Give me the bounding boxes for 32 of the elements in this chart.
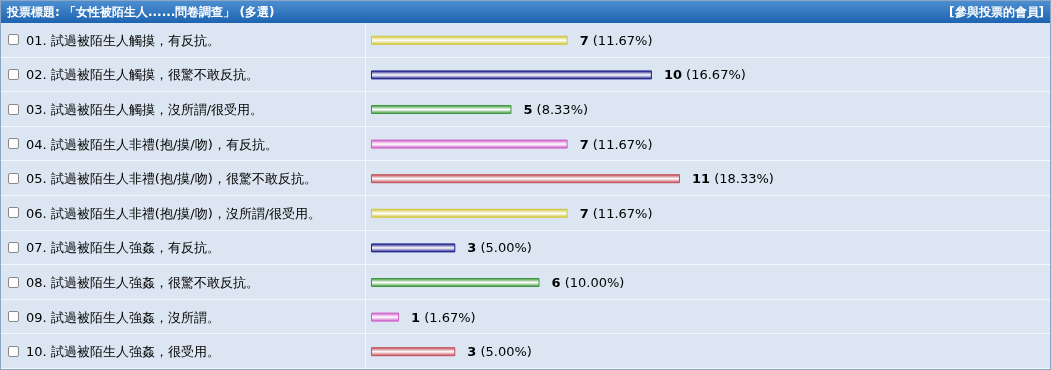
y-tick-label: 01. 試過被陌生人觸摸，有反抗。 — [26, 32, 220, 48]
data-label: 5 (8.33%) — [523, 102, 589, 117]
y-tick-label: 08. 試過被陌生人強姦，很驚不敢反抗。 — [26, 275, 259, 290]
y-tick-label: 06. 試過被陌生人非禮(抱/摸/吻)，沒所謂/很受用。 — [26, 205, 322, 221]
bar — [371, 208, 568, 218]
data-label: 7 (11.67%) — [579, 205, 653, 221]
data-label: 1 (1.67%) — [411, 309, 476, 325]
y-tick-label: 07. 試過被陌生人強姦，有反抗。 — [26, 240, 220, 256]
bar — [371, 105, 512, 114]
y-tick-label: 02. 試過被陌生人觸摸，很驚不敢反抗。 — [26, 67, 259, 83]
data-label: 3 (5.00%) — [467, 240, 532, 256]
data-label: 6 (10.00%) — [551, 275, 625, 290]
data-label: 11 (18.33%) — [692, 171, 774, 187]
bar — [371, 35, 568, 45]
y-tick-label: 03. 試過被陌生人觸摸，沒所謂/很受用。 — [26, 102, 264, 117]
data-label: 3 (5.00%) — [467, 344, 532, 360]
data-label: 7 (11.67%) — [579, 136, 653, 152]
data-label: 10 (16.67%) — [663, 67, 746, 83]
bar — [371, 174, 680, 184]
text: 投票標題: 「女性被陌生人......問卷調查」 (多選) — [7, 3, 275, 21]
bar — [371, 312, 400, 322]
bar — [371, 139, 568, 149]
bar — [371, 278, 540, 287]
bar — [371, 347, 456, 357]
bar — [371, 70, 652, 80]
text: [參與投票的會員] — [949, 3, 1044, 21]
y-tick-label: 05. 試過被陌生人非禮(抱/摸/吻)，很驚不敢反抗。 — [26, 171, 317, 187]
y-tick-label: 10. 試過被陌生人強姦，很受用。 — [26, 344, 220, 360]
y-tick-label: 04. 試過被陌生人非禮(抱/摸/吻)，有反抗。 — [26, 136, 278, 152]
data-label: 7 (11.67%) — [579, 32, 653, 48]
bar — [371, 243, 456, 253]
y-tick-label: 09. 試過被陌生人強姦，沒所謂。 — [26, 309, 220, 325]
